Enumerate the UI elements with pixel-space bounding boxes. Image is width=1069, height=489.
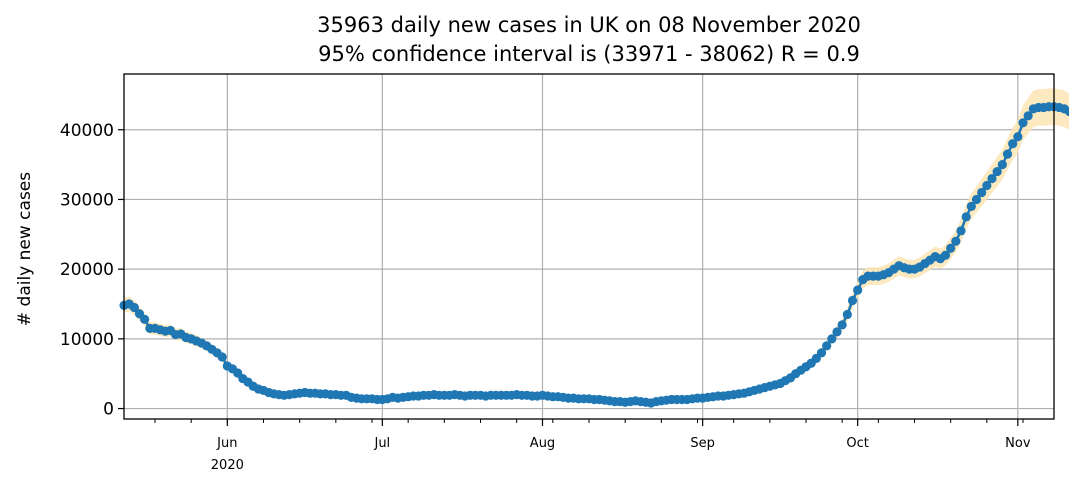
confidence-band xyxy=(124,88,1069,406)
data-point xyxy=(217,352,227,362)
data-point xyxy=(842,309,852,320)
x-tick-label: Oct xyxy=(846,436,868,451)
data-point xyxy=(997,160,1007,170)
data-point xyxy=(832,327,842,337)
data-point xyxy=(966,201,976,212)
data-point xyxy=(853,285,863,295)
data-point xyxy=(827,334,837,344)
data-point xyxy=(982,180,992,191)
data-point xyxy=(837,320,847,330)
x-tick-label: Jun xyxy=(216,436,237,451)
data-point xyxy=(946,243,956,253)
data-point xyxy=(951,236,961,246)
data-point xyxy=(940,250,951,260)
data-point xyxy=(977,187,987,198)
data-point xyxy=(961,212,971,222)
chart-subtitle: 95% confidence interval is (33971 - 3806… xyxy=(318,42,860,66)
y-tick-label: 20000 xyxy=(60,260,114,280)
data-point xyxy=(847,295,858,306)
data-point xyxy=(140,314,150,324)
data-point xyxy=(816,348,827,358)
x-tick-label: Jul xyxy=(373,436,390,451)
y-tick-label: 30000 xyxy=(60,190,114,210)
x-tick-label: Nov xyxy=(1005,436,1031,451)
data-point xyxy=(1013,132,1023,142)
x-tick-label: Aug xyxy=(530,436,555,451)
axes-frame xyxy=(123,73,1055,420)
data-point xyxy=(1008,139,1018,149)
data-point xyxy=(1023,111,1033,121)
data-point xyxy=(992,166,1002,177)
y-tick-label: 10000 xyxy=(60,330,114,350)
data-point xyxy=(822,341,832,351)
data-point xyxy=(129,302,139,313)
data-point xyxy=(956,226,966,236)
x-tick-sublabel: 2020 xyxy=(211,458,244,473)
y-tick-label: 40000 xyxy=(60,121,114,141)
y-tick-label: 0 xyxy=(103,400,114,420)
data-point xyxy=(1002,149,1013,159)
data-point xyxy=(987,173,997,184)
data-point xyxy=(971,194,982,205)
plot-area: 0 10000 20000 30000 40000 Jun 2020 Jul Aug Sep Oct… xyxy=(60,73,1069,473)
x-tick-label: Sep xyxy=(690,436,715,451)
y-axis-label: # daily new cases xyxy=(15,172,35,326)
chart-title: 35963 daily new cases in UK on 08 Novemb… xyxy=(317,13,861,37)
data-point xyxy=(1064,107,1069,117)
data-point xyxy=(1018,118,1028,128)
